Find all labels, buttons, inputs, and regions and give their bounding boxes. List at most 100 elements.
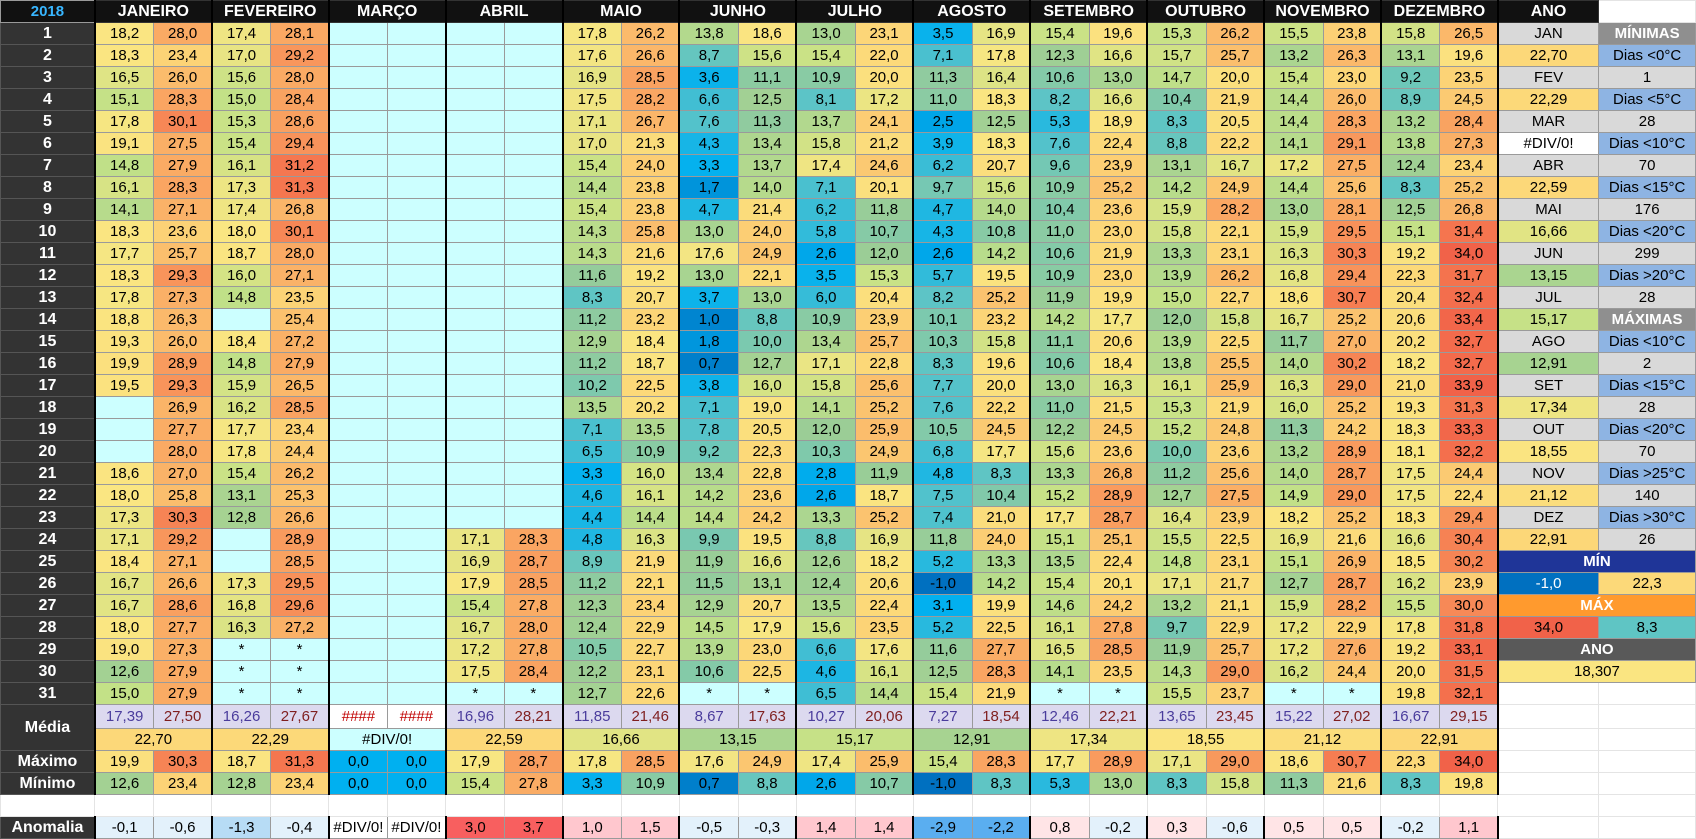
max-temp[interactable]: 28,3 (504, 528, 564, 551)
max-temp[interactable]: 32,4 (1439, 286, 1499, 309)
min-temp[interactable]: 13,4 (795, 330, 856, 353)
min-temp[interactable]: 15,3 (1146, 396, 1207, 419)
max-temp[interactable]: 23,8 (621, 176, 680, 199)
empty-cell[interactable] (504, 794, 564, 817)
min-temp[interactable]: 14,6 (1029, 594, 1090, 617)
min-temp[interactable]: 17,7 (1029, 506, 1090, 529)
max-temp[interactable]: 24,9 (1205, 176, 1265, 199)
min-temp[interactable] (327, 154, 389, 177)
media-max[interactable]: 20,06 (854, 704, 914, 729)
min-temp[interactable] (327, 110, 389, 133)
min-temp[interactable]: 15,5 (1379, 594, 1441, 617)
empty-cell[interactable] (1439, 794, 1499, 817)
max-temp[interactable]: 25,7 (153, 242, 213, 265)
max-temp[interactable] (387, 616, 447, 639)
min-temp[interactable]: 12,5 (1379, 198, 1441, 221)
min-temp[interactable]: 18,3 (93, 264, 155, 287)
media-max[interactable]: 18,54 (971, 704, 1031, 729)
max-temp[interactable]: 28,9 (1322, 440, 1382, 463)
min-temp[interactable]: 15,9 (1146, 198, 1207, 221)
min-temp[interactable] (327, 440, 389, 463)
anomalia-min[interactable]: -1,3 (210, 816, 272, 839)
max-temp[interactable]: 23,0 (737, 638, 797, 661)
min-summary[interactable]: 10,7 (854, 772, 914, 795)
max-temp[interactable]: 19,6 (1088, 22, 1148, 45)
min-temp[interactable]: 17,3 (93, 506, 155, 529)
max-temp[interactable]: 25,2 (1322, 506, 1382, 529)
max-temp[interactable]: 15,8 (971, 330, 1031, 353)
min-temp[interactable]: 17,0 (561, 132, 623, 155)
max-temp[interactable]: 27,0 (153, 462, 213, 485)
max-temp[interactable]: 16,9 (854, 528, 914, 551)
max-temp[interactable]: 22,5 (971, 616, 1031, 639)
max-temp[interactable]: 30,1 (270, 220, 330, 243)
min-temp[interactable] (444, 242, 506, 265)
min-temp[interactable]: 16,5 (93, 66, 155, 89)
anomalia-min[interactable]: #DIV/0! (327, 816, 389, 839)
max-temp[interactable]: 16,6 (737, 550, 797, 573)
day-criteria-label[interactable]: Dias <20°C (1598, 418, 1696, 441)
min-temp[interactable]: 4,4 (561, 506, 623, 529)
min-temp[interactable]: 13,0 (1263, 198, 1324, 221)
anomalia-min[interactable]: -0,2 (1379, 816, 1441, 839)
max-temp[interactable] (504, 374, 564, 397)
min-temp[interactable]: 7,7 (912, 374, 973, 397)
max-temp[interactable]: 25,2 (1439, 176, 1499, 199)
max-temp[interactable]: 28,4 (270, 88, 330, 111)
month-header-6[interactable]: JUNHO (678, 0, 797, 23)
max-summary[interactable]: 29,0 (1205, 750, 1265, 773)
min-temp[interactable]: 6,5 (795, 682, 856, 705)
max-temp[interactable]: 26,2 (1205, 264, 1265, 287)
min-temp[interactable]: 14,1 (1263, 132, 1324, 155)
media-max[interactable]: 21,46 (621, 704, 680, 729)
max-temp[interactable]: 25,6 (1205, 462, 1265, 485)
min-temp[interactable]: 20,6 (1379, 308, 1441, 331)
month-abbr[interactable]: DEZ (1496, 506, 1600, 529)
max-temp[interactable] (387, 66, 447, 89)
min-temp[interactable]: 15,0 (1146, 286, 1207, 309)
min-temp[interactable] (327, 396, 389, 419)
min-temp[interactable]: 15,8 (1379, 22, 1441, 45)
empty-cell[interactable] (270, 794, 330, 817)
min-temp[interactable]: 10,0 (1146, 440, 1207, 463)
min-temp[interactable]: 15,4 (912, 682, 973, 705)
min-temp[interactable]: 15,4 (1029, 22, 1090, 45)
min-temp[interactable]: 11,9 (678, 550, 739, 573)
min-temp[interactable]: 18,6 (93, 462, 155, 485)
max-temp[interactable]: 20,0 (1205, 66, 1265, 89)
max-temp[interactable]: 28,1 (1322, 198, 1382, 221)
min-temp[interactable]: 18,2 (1379, 352, 1441, 375)
max-temp[interactable]: 23,9 (1205, 506, 1265, 529)
min-temp[interactable]: * (1029, 682, 1090, 705)
min-temp[interactable]: 15,6 (795, 616, 856, 639)
anomalia-max[interactable]: -0,2 (1088, 816, 1148, 839)
max-temp[interactable] (504, 22, 564, 45)
max-temp[interactable]: 29,4 (1439, 506, 1499, 529)
min-temp[interactable] (327, 660, 389, 683)
month-header-9[interactable]: SETEMBRO (1029, 0, 1148, 23)
empty-cell[interactable] (94, 794, 155, 817)
min-temp[interactable] (210, 308, 272, 331)
month-abbr[interactable]: SET (1496, 374, 1600, 397)
max-temp[interactable]: 25,8 (153, 484, 213, 507)
min-temp[interactable]: 10,6 (1029, 242, 1090, 265)
media-max[interactable]: 29,15 (1439, 704, 1499, 729)
min-temp[interactable]: 13,5 (1029, 550, 1090, 573)
min-temp[interactable]: 16,1 (1029, 616, 1090, 639)
day-number[interactable]: 25 (0, 550, 96, 573)
max-temp[interactable]: 18,4 (1088, 352, 1148, 375)
max-temp[interactable]: 29,2 (270, 44, 330, 67)
day-criteria-label[interactable]: Dias <15°C (1598, 176, 1696, 199)
min-temp[interactable]: 13,5 (795, 594, 856, 617)
media-total[interactable]: 21,12 (1263, 728, 1382, 751)
empty-cell[interactable] (1496, 728, 1600, 751)
max-temp[interactable]: 28,9 (153, 352, 213, 375)
max-temp[interactable]: 23,4 (153, 44, 213, 67)
year-mean[interactable]: #DIV/0! (1496, 132, 1600, 155)
min-temp[interactable]: 18,3 (93, 44, 155, 67)
min-temp[interactable]: 17,4 (795, 154, 856, 177)
year-cell[interactable]: 2018 (0, 0, 96, 23)
min-temp[interactable] (444, 44, 506, 67)
min-summary[interactable]: 2,6 (795, 772, 856, 795)
min-temp[interactable]: 11,5 (678, 572, 739, 595)
